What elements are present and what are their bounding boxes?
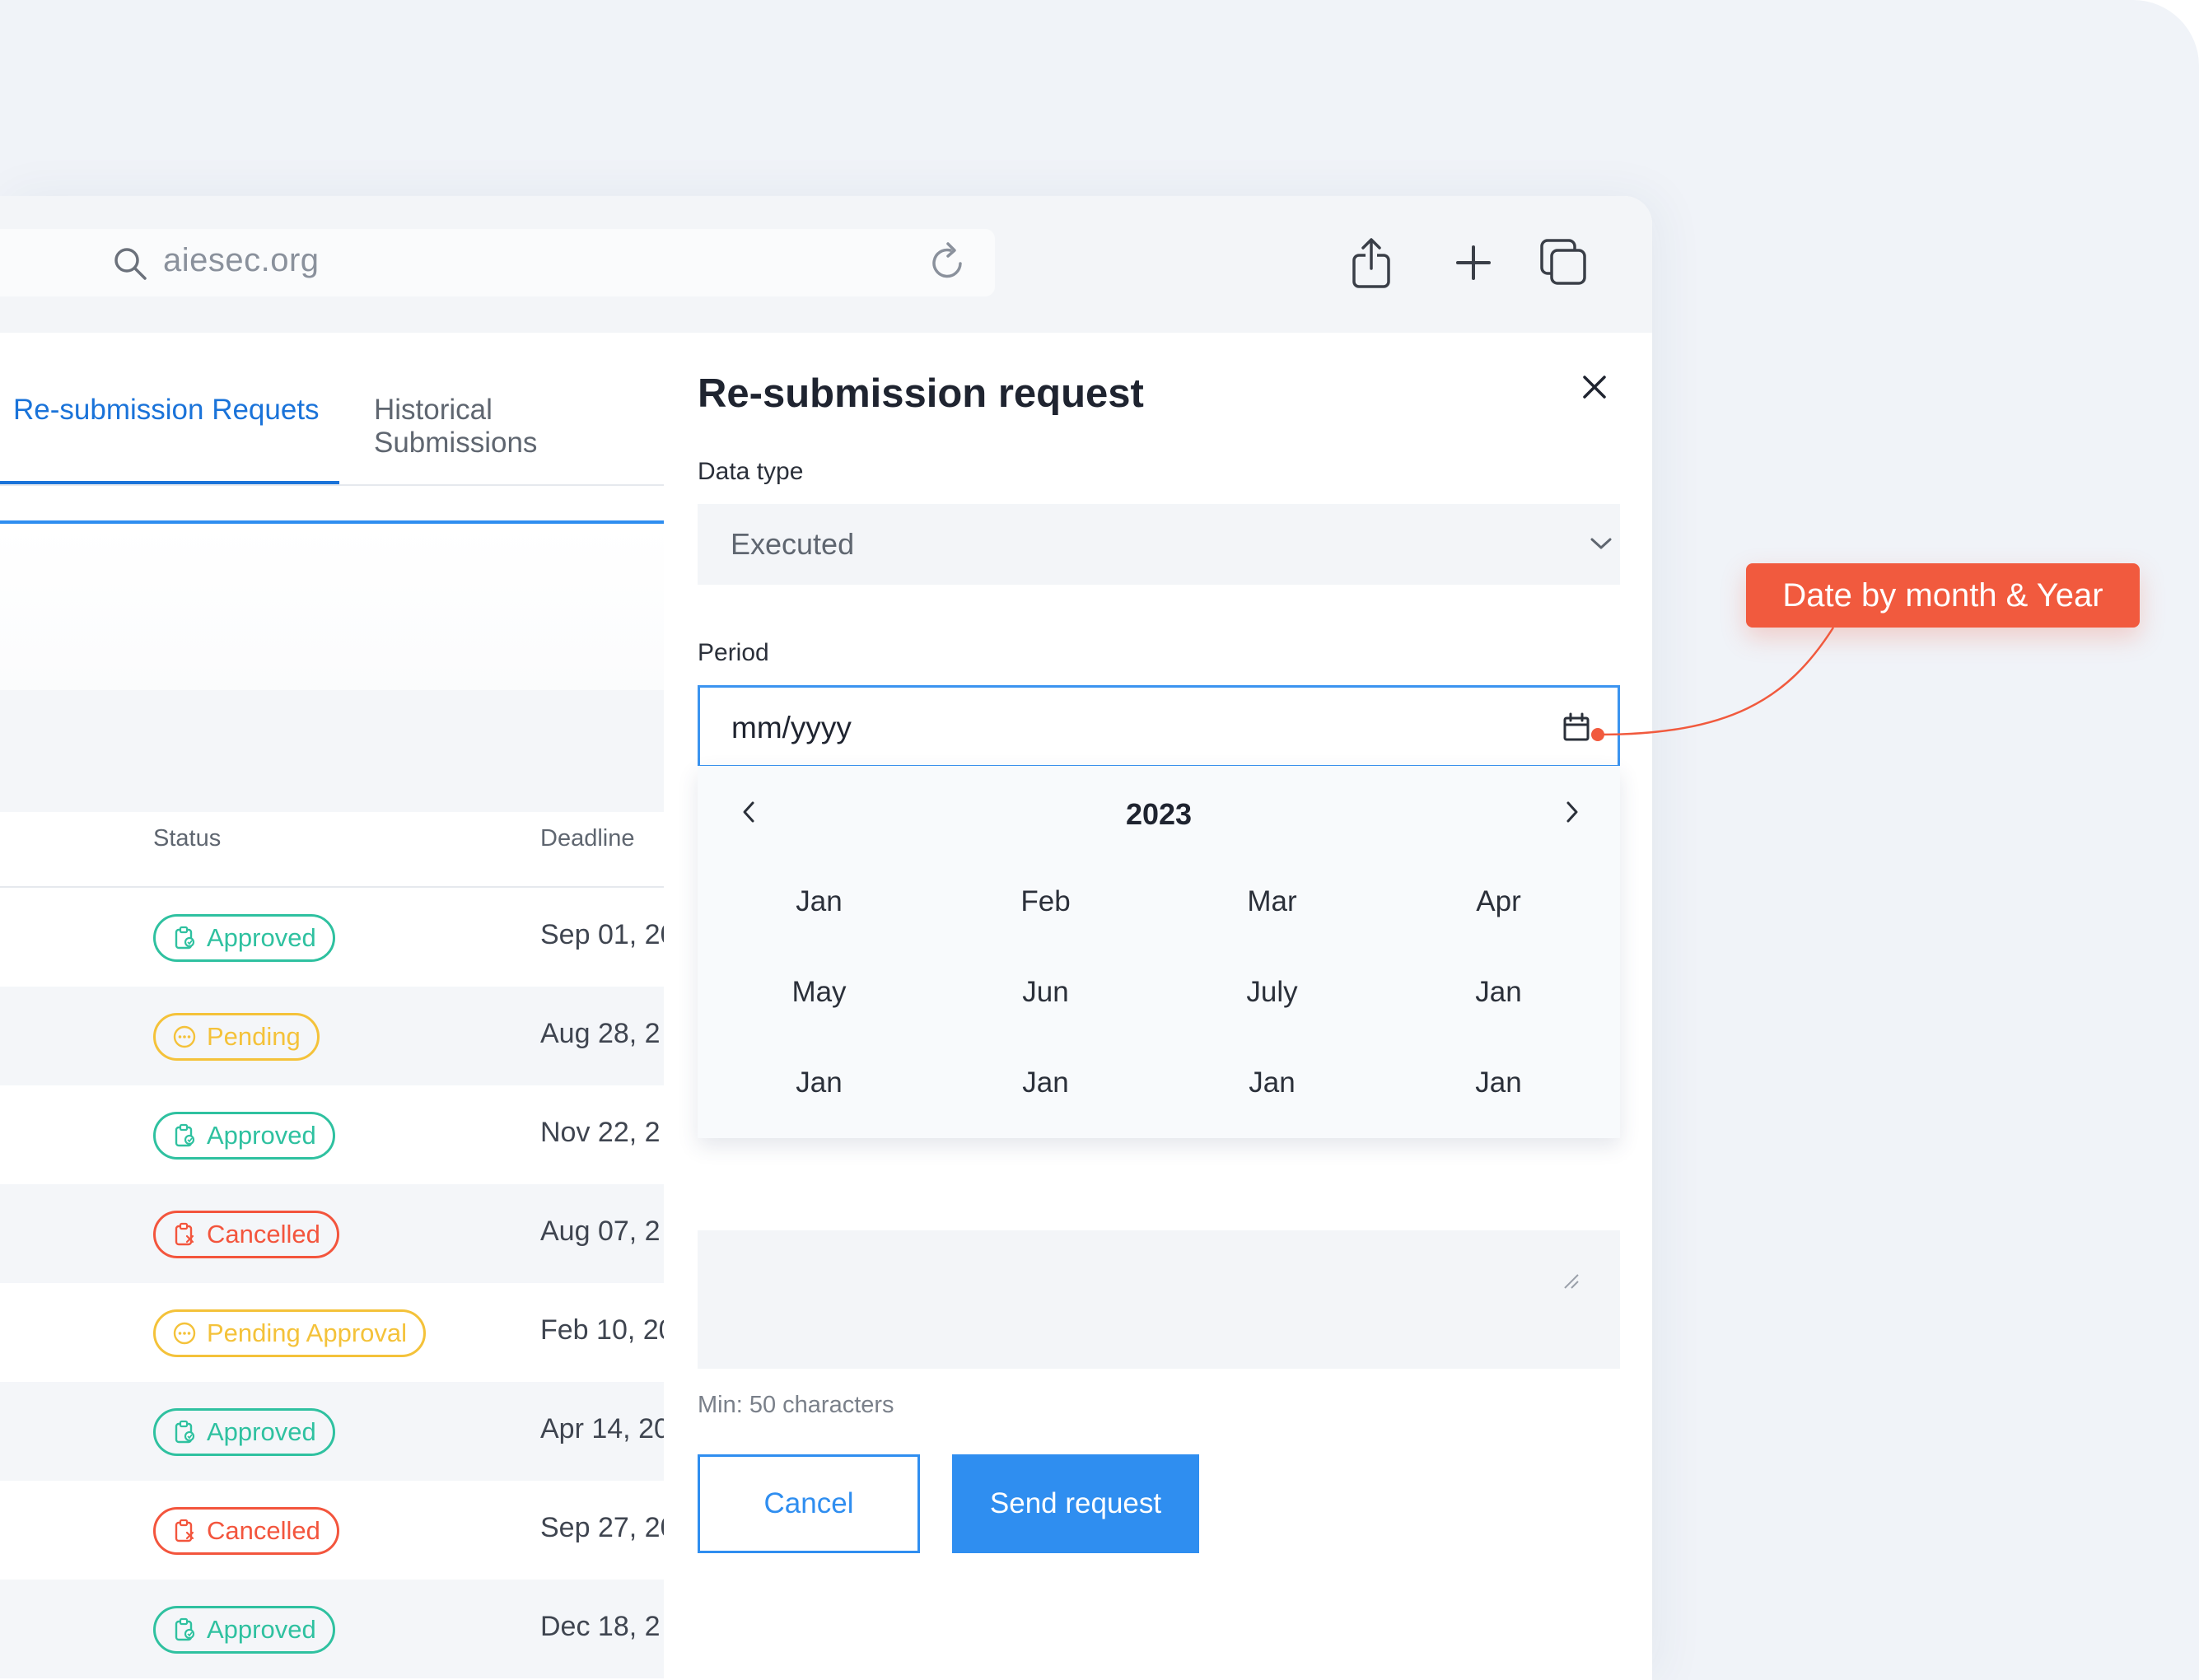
month-option[interactable]: Apr [1476, 885, 1521, 917]
status-badge: Cancelled [153, 1211, 339, 1258]
status-label: Approved [207, 1615, 316, 1644]
month-option[interactable]: Jan [1475, 1066, 1522, 1099]
clock-icon [172, 1024, 197, 1049]
status-label: Cancelled [207, 1516, 320, 1545]
tab-historical-submissions[interactable]: Historical Submissions [374, 394, 538, 459]
calendar-icon[interactable] [1562, 712, 1591, 742]
month-option[interactable]: Feb [1020, 885, 1071, 917]
new-tab-icon[interactable] [1446, 236, 1501, 290]
column-header-deadline[interactable]: Deadline [540, 825, 635, 852]
status-badge: Pending Approval [153, 1309, 427, 1357]
month-option[interactable]: July [1246, 976, 1298, 1008]
header-divider [0, 886, 664, 888]
resize-handle-icon[interactable] [1562, 1272, 1580, 1290]
annotation-callout: Date by month & Year [1746, 563, 2140, 628]
active-tab-indicator [0, 481, 339, 484]
browser-toolbar: aiesec.org [0, 196, 1652, 333]
table-body: Approved Sep 01, 20 Pending Aug 28, 2 Ap… [0, 888, 675, 1678]
clock-icon [172, 1321, 197, 1346]
table-row[interactable]: Pending Approval Feb 10, 20 [0, 1283, 675, 1382]
status-label: Approved [207, 1121, 316, 1150]
month-picker: 2023 Jan Feb Mar Apr May Jun July Jan Ja… [698, 766, 1620, 1138]
clipboard-x-icon [172, 1519, 197, 1543]
period-placeholder: mm/yyyy [731, 711, 852, 744]
min-characters-hint: Min: 50 characters [698, 1392, 894, 1418]
address-text: aiesec.org [163, 242, 320, 278]
tab-divider [0, 484, 664, 486]
month-option[interactable]: May [791, 976, 847, 1008]
data-type-value: Executed [731, 527, 855, 561]
status-label: Cancelled [207, 1220, 320, 1248]
deadline-cell: Aug 28, 2 [540, 1018, 661, 1049]
table-row[interactable]: Pending Aug 28, 2 [0, 987, 664, 1085]
month-option[interactable]: Jan [796, 1066, 843, 1099]
tab-resubmission-requests[interactable]: Re-submission Requets [13, 394, 320, 426]
clipboard-x-icon [172, 1222, 197, 1247]
comment-textarea[interactable] [698, 1230, 1620, 1369]
tabs-overview-icon[interactable] [1537, 236, 1591, 290]
data-type-select[interactable]: Executed [698, 504, 1620, 585]
toolbar-area [0, 690, 664, 812]
column-header-status[interactable]: Status [153, 825, 222, 852]
month-option[interactable]: Jan [1249, 1066, 1296, 1099]
status-badge: Approved [153, 1408, 335, 1456]
status-badge: Approved [153, 1606, 335, 1654]
drawer-title: Re-submission request [698, 371, 1144, 416]
deadline-cell: Sep 01, 20 [540, 919, 676, 950]
send-request-button[interactable]: Send request [952, 1454, 1199, 1553]
deadline-cell: Nov 22, 2 [540, 1117, 661, 1148]
progress-line [0, 520, 664, 524]
clipboard-check-icon [172, 1617, 197, 1642]
status-badge: Pending [153, 1013, 320, 1061]
status-label: Pending [207, 1022, 301, 1051]
deadline-cell: Feb 10, 20 [540, 1314, 675, 1346]
close-icon[interactable] [1580, 372, 1609, 402]
submissions-page: Re-submission Requets Historical Submiss… [0, 333, 675, 1680]
period-label: Period [698, 639, 769, 666]
table-row[interactable]: Approved Sep 01, 20 [0, 888, 675, 987]
address-bar[interactable]: aiesec.org [0, 229, 995, 296]
deadline-cell: Apr 14, 20 [540, 1413, 670, 1444]
month-option[interactable]: Jan [1475, 976, 1522, 1008]
month-option[interactable]: Mar [1247, 885, 1297, 917]
table-row[interactable]: Approved Apr 14, 20 [0, 1382, 670, 1481]
status-badge: Approved [153, 914, 335, 962]
picker-year: 2023 [1125, 797, 1193, 831]
table-row[interactable]: Approved Nov 22, 2 [0, 1085, 664, 1184]
share-icon[interactable] [1344, 236, 1398, 290]
clipboard-check-icon [172, 1420, 197, 1444]
month-grid: Jan Feb Mar Apr May Jun July Jan Jan Jan… [698, 856, 1620, 1128]
clipboard-check-icon [172, 1123, 197, 1148]
chevron-left-icon[interactable] [739, 799, 759, 825]
cancel-button[interactable]: Cancel [698, 1454, 920, 1553]
status-label: Approved [207, 923, 316, 952]
deadline-cell: Aug 07, 2 [540, 1216, 661, 1247]
month-option[interactable]: Jan [796, 885, 843, 917]
table-row[interactable]: Cancelled Sep 27, 20 [0, 1481, 675, 1580]
status-badge: Approved [153, 1112, 335, 1160]
table-row[interactable]: Approved Dec 18, 2 [0, 1580, 664, 1678]
reload-icon[interactable] [926, 240, 970, 285]
table-row[interactable]: Cancelled Aug 07, 2 [0, 1184, 664, 1283]
chevron-right-icon[interactable] [1562, 799, 1582, 825]
status-label: Pending Approval [207, 1318, 408, 1347]
chevron-down-icon [1590, 538, 1612, 549]
deadline-cell: Dec 18, 2 [540, 1611, 661, 1642]
month-option[interactable]: Jun [1022, 976, 1069, 1008]
data-type-label: Data type [698, 458, 804, 485]
status-badge: Cancelled [153, 1507, 339, 1555]
month-option[interactable]: Jan [1022, 1066, 1069, 1099]
deadline-cell: Sep 27, 20 [540, 1512, 676, 1543]
status-label: Approved [207, 1417, 316, 1446]
period-input[interactable]: mm/yyyy [698, 685, 1620, 768]
search-icon [114, 248, 147, 280]
clipboard-check-icon [172, 926, 197, 950]
